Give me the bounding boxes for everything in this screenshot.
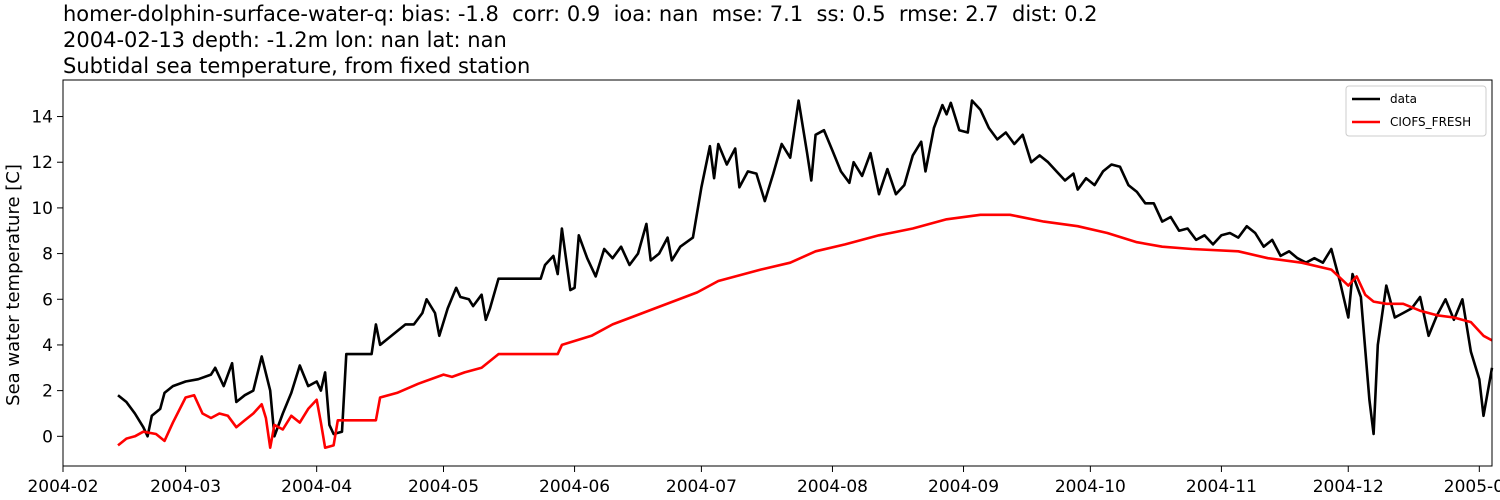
x-tick-label: 2005-01	[1444, 477, 1500, 497]
plot-frame	[62, 79, 1493, 467]
x-axis: 2004-02 2004-03 2004-04 2004-05 2004-06 2004-…	[27, 466, 1500, 497]
chart-title-line-1: homer-dolphin-surface-water-q: bias: -1.…	[63, 2, 1098, 26]
plot-area	[62, 79, 1494, 467]
y-tick-label: 8	[42, 245, 53, 265]
x-tick-label: 2004-07	[666, 477, 737, 497]
legend-label: CIOFS_FRESH	[1390, 115, 1471, 129]
chart-title-line-3: Subtidal sea temperature, from fixed sta…	[63, 54, 531, 78]
x-tick-label: 2004-10	[1055, 477, 1126, 497]
x-tick-label: 2004-06	[539, 477, 610, 497]
y-tick-label: 2	[42, 382, 53, 402]
chart-title-line-2: 2004-02-13 depth: -1.2m lon: nan lat: na…	[63, 28, 507, 52]
x-tick-label: 2004-11	[1186, 477, 1257, 497]
y-axis-label: Sea water temperature [C]	[3, 164, 24, 406]
x-tick-label: 2004-09	[928, 477, 999, 497]
x-tick-label: 2004-04	[281, 477, 352, 497]
y-tick-label: 0	[42, 427, 53, 447]
y-tick-label: 14	[31, 108, 53, 128]
y-tick-label: 12	[31, 153, 53, 173]
legend-box	[1345, 85, 1487, 137]
x-tick-label: 2004-03	[150, 477, 221, 497]
series-line-data	[117, 99, 1494, 438]
series-line-ciofs-fresh	[117, 213, 1493, 449]
y-axis: 0 2 4 6 8 10 12 14	[31, 108, 63, 447]
x-tick-label: 2004-12	[1313, 477, 1384, 497]
y-tick-label: 4	[42, 336, 53, 356]
x-tick-label: 2004-05	[408, 477, 479, 497]
legend: data CIOFS_FRESH	[1345, 85, 1487, 137]
x-tick-label: 2004-02	[27, 477, 98, 497]
x-tick-label: 2004-08	[797, 477, 868, 497]
legend-label: data	[1390, 92, 1417, 106]
y-tick-label: 10	[31, 199, 53, 219]
y-tick-label: 6	[42, 290, 53, 310]
